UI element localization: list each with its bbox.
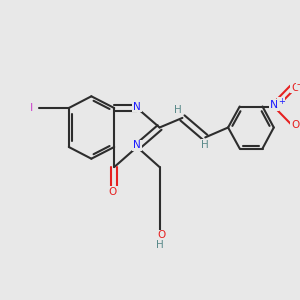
Text: O: O <box>291 120 299 130</box>
Text: O: O <box>291 82 299 93</box>
Text: -: - <box>297 79 300 89</box>
Text: I: I <box>30 103 33 113</box>
Text: H: H <box>156 239 164 250</box>
Text: N: N <box>270 100 278 110</box>
Text: N: N <box>133 101 141 112</box>
Text: O: O <box>157 230 165 241</box>
Text: H: H <box>174 105 182 116</box>
Text: O: O <box>109 187 117 197</box>
Text: H: H <box>201 140 209 150</box>
Text: N: N <box>133 140 141 151</box>
Text: +: + <box>278 98 285 106</box>
